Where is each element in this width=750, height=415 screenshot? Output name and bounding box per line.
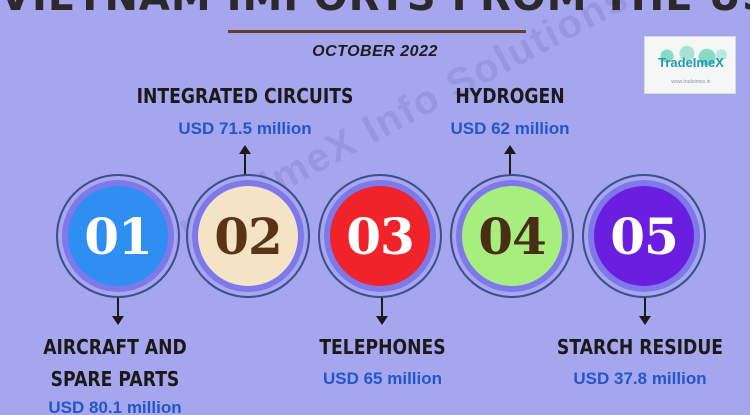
logo-tagline: www.tradeimex.in	[671, 79, 711, 85]
circle-04-fill: 04	[462, 186, 562, 286]
circle-02-fill: 02	[198, 186, 298, 286]
arrow-down-icon	[112, 295, 124, 325]
number-circle-04: 04	[450, 174, 574, 298]
item-label-starch-residue: STARCH RESIDUE	[556, 335, 724, 359]
item-value-hydrogen: USD 62 million	[450, 119, 570, 138]
arrow-up-icon	[239, 145, 251, 181]
world-map-icon	[651, 43, 731, 69]
item-value-starch-residue: USD 37.8 million	[573, 369, 707, 388]
number-circle-02: 02	[186, 174, 310, 298]
arrow-down-icon	[376, 295, 388, 325]
circle-05-fill: 05	[594, 186, 694, 286]
item-label-hydrogen: HYDROGEN	[455, 84, 565, 108]
date-subtitle: OCTOBER 2022	[312, 43, 438, 60]
arrow-up-icon	[504, 145, 516, 181]
circle-01-fill: 01	[68, 186, 168, 286]
item-label-integrated-circuits: INTEGRATED CIRCUITS	[136, 84, 354, 108]
tradeimex-logo: TradeImeX www.tradeimex.in	[644, 36, 736, 94]
item-label-telephones: TELEPHONES	[319, 335, 446, 359]
item-label-aircraft-line2: SPARE PARTS	[50, 367, 180, 391]
number-circle-05: 05	[582, 174, 706, 298]
circle-03-fill: 03	[330, 186, 430, 286]
item-value-telephones: USD 65 million	[322, 369, 443, 388]
page-title: VIETNAM IMPORTS FROM THE USA	[0, 0, 750, 20]
arrow-down-icon	[639, 295, 651, 325]
number-circle-03: 03	[318, 174, 442, 298]
item-label-aircraft-line1: AIRCRAFT AND	[43, 335, 187, 359]
logo-brand: TradeImeX	[658, 55, 724, 70]
item-value-integrated-circuits: USD 71.5 million	[178, 119, 312, 138]
number-circle-01: 01	[56, 174, 180, 298]
item-value-aircraft: USD 80.1 million	[48, 398, 182, 415]
title-underline	[228, 30, 526, 33]
